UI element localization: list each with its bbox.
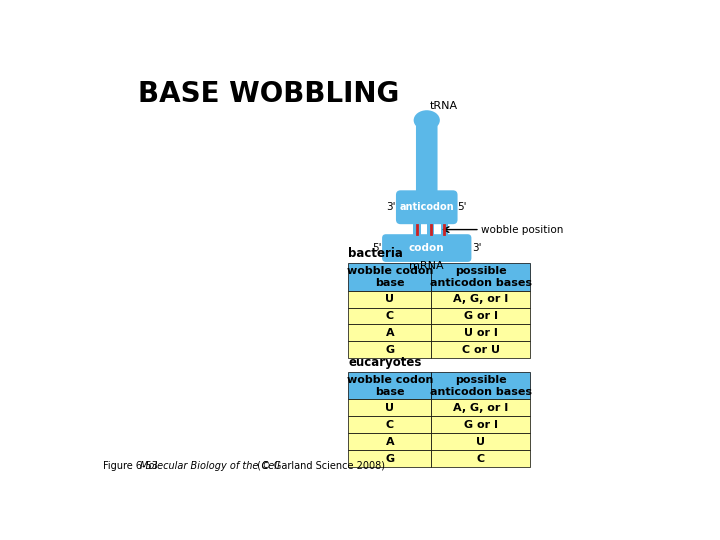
Bar [348,433,431,450]
Bar [431,264,530,291]
Bar [431,433,530,450]
Bar [348,416,431,433]
Ellipse shape [414,110,440,130]
Text: wobble codon
base: wobble codon base [346,375,433,396]
Bar [348,264,431,291]
Bar [348,399,431,416]
Text: (© Garland Science 2008): (© Garland Science 2008) [253,461,384,470]
Bar [441,218,449,240]
Text: codon: codon [409,243,444,253]
Text: possible
anticodon bases: possible anticodon bases [430,375,531,396]
Text: C: C [386,311,394,321]
Text: U or I: U or I [464,328,498,338]
Text: C or U: C or U [462,345,500,355]
Text: tRNA: tRNA [430,101,458,111]
Text: anticodon: anticodon [400,202,454,212]
Text: BASE WOBBLING: BASE WOBBLING [138,80,400,108]
Bar [348,291,431,307]
Bar [431,325,530,341]
Text: Figure 6-53: Figure 6-53 [104,461,164,470]
Text: G: G [385,345,395,355]
Bar [427,218,434,240]
Text: G: G [385,454,395,463]
Text: eucaryotes: eucaryotes [348,356,422,369]
Bar [348,307,431,325]
Bar [431,416,530,433]
Text: G or I: G or I [464,420,498,430]
Bar [348,450,431,467]
Text: A, G, or I: A, G, or I [453,403,508,413]
Text: C: C [386,420,394,430]
FancyBboxPatch shape [416,124,438,198]
Text: 5': 5' [372,243,382,253]
Text: Molecular Biology of the Cell: Molecular Biology of the Cell [140,461,279,470]
Text: A, G, or I: A, G, or I [453,294,508,304]
Text: bacteria: bacteria [348,247,403,260]
Text: 3': 3' [472,243,482,253]
Text: possible
anticodon bases: possible anticodon bases [430,266,531,288]
Bar [431,450,530,467]
Text: wobble position: wobble position [482,225,564,234]
Bar [431,307,530,325]
Text: A: A [385,328,394,338]
FancyBboxPatch shape [396,190,457,224]
Bar [348,341,431,359]
Text: 5': 5' [457,202,467,212]
Text: 3': 3' [387,202,396,212]
Text: U: U [476,437,485,447]
Text: G or I: G or I [464,311,498,321]
Bar [348,372,431,399]
Text: wobble codon
base: wobble codon base [346,266,433,288]
Bar [431,291,530,307]
Bar [413,218,420,240]
Text: mRNA: mRNA [410,261,444,271]
Bar [431,372,530,399]
Bar [431,399,530,416]
FancyBboxPatch shape [382,234,472,262]
Text: U: U [385,403,395,413]
Text: U: U [385,294,395,304]
Bar [348,325,431,341]
Bar [431,341,530,359]
Text: A: A [385,437,394,447]
Text: C: C [477,454,485,463]
